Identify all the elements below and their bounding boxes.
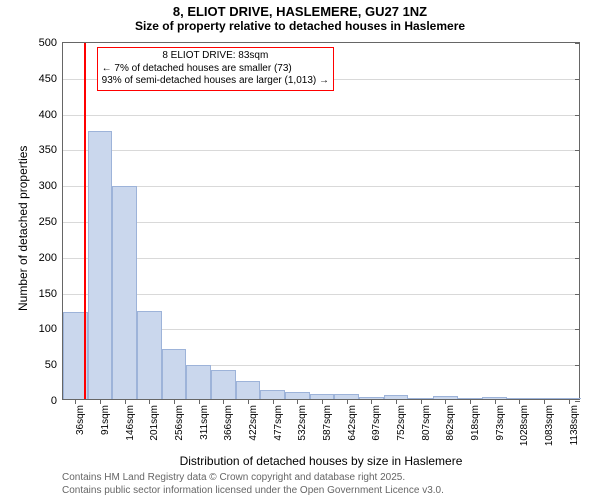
x-tick-label: 201sqm bbox=[149, 405, 160, 441]
x-tick-mark bbox=[125, 399, 126, 404]
y-tick-label: 250 bbox=[39, 216, 63, 228]
gridline bbox=[63, 150, 579, 151]
x-tick-mark bbox=[322, 399, 323, 404]
y-tick-label: 450 bbox=[39, 73, 63, 85]
x-tick-mark bbox=[199, 399, 200, 404]
histogram-bar bbox=[162, 349, 187, 399]
x-tick-label: 477sqm bbox=[273, 405, 284, 441]
y-tick-mark bbox=[575, 43, 580, 44]
x-tick-mark bbox=[273, 399, 274, 404]
y-axis-label: Number of detached properties bbox=[16, 146, 30, 311]
x-tick-mark bbox=[544, 399, 545, 404]
footer-attribution: Contains HM Land Registry data © Crown c… bbox=[62, 472, 444, 497]
histogram-bar bbox=[211, 370, 236, 399]
histogram-bar bbox=[186, 365, 211, 399]
annotation-line: 8 ELIOT DRIVE: 83sqm bbox=[102, 50, 329, 63]
footer-line1: Contains HM Land Registry data © Crown c… bbox=[62, 472, 444, 485]
y-tick-mark bbox=[575, 222, 580, 223]
annotation-box: 8 ELIOT DRIVE: 83sqm← 7% of detached hou… bbox=[97, 47, 334, 91]
x-tick-label: 697sqm bbox=[371, 405, 382, 441]
chart-title-block: 8, ELIOT DRIVE, HASLEMERE, GU27 1NZ Size… bbox=[0, 4, 600, 33]
x-tick-label: 973sqm bbox=[495, 405, 506, 441]
y-tick-mark bbox=[575, 115, 580, 116]
y-tick-label: 50 bbox=[45, 359, 63, 371]
y-tick-mark bbox=[575, 401, 580, 402]
x-tick-mark bbox=[100, 399, 101, 404]
y-tick-mark bbox=[575, 79, 580, 80]
x-tick-mark bbox=[445, 399, 446, 404]
annotation-line: ← 7% of detached houses are smaller (73) bbox=[102, 63, 329, 76]
x-tick-label: 1028sqm bbox=[519, 405, 530, 446]
x-tick-mark bbox=[495, 399, 496, 404]
histogram-bar bbox=[236, 381, 261, 399]
y-tick-mark bbox=[575, 186, 580, 187]
x-tick-mark bbox=[149, 399, 150, 404]
x-tick-label: 862sqm bbox=[445, 405, 456, 441]
chart-title-main: 8, ELIOT DRIVE, HASLEMERE, GU27 1NZ bbox=[0, 4, 600, 19]
x-tick-mark bbox=[75, 399, 76, 404]
y-tick-label: 300 bbox=[39, 180, 63, 192]
histogram-bar bbox=[285, 392, 310, 399]
gridline bbox=[63, 186, 579, 187]
x-tick-label: 1083sqm bbox=[544, 405, 555, 446]
x-tick-label: 146sqm bbox=[125, 405, 136, 441]
x-tick-mark bbox=[223, 399, 224, 404]
gridline bbox=[63, 222, 579, 223]
y-tick-label: 500 bbox=[39, 37, 63, 49]
x-tick-label: 36sqm bbox=[75, 405, 86, 435]
x-axis-label: Distribution of detached houses by size … bbox=[62, 454, 580, 468]
y-tick-label: 0 bbox=[51, 395, 63, 407]
x-tick-label: 642sqm bbox=[347, 405, 358, 441]
gridline bbox=[63, 115, 579, 116]
x-tick-mark bbox=[396, 399, 397, 404]
x-tick-mark bbox=[569, 399, 570, 404]
x-tick-label: 91sqm bbox=[100, 405, 111, 435]
chart-title-sub: Size of property relative to detached ho… bbox=[0, 19, 600, 33]
histogram-bar bbox=[260, 390, 285, 399]
x-tick-mark bbox=[519, 399, 520, 404]
histogram-bar bbox=[137, 311, 162, 399]
x-tick-mark bbox=[297, 399, 298, 404]
y-tick-mark bbox=[575, 294, 580, 295]
y-tick-label: 150 bbox=[39, 288, 63, 300]
x-tick-mark bbox=[248, 399, 249, 404]
histogram-bar bbox=[112, 186, 137, 399]
x-tick-mark bbox=[174, 399, 175, 404]
y-tick-mark bbox=[575, 365, 580, 366]
x-tick-label: 311sqm bbox=[199, 405, 210, 440]
y-tick-label: 350 bbox=[39, 144, 63, 156]
property-marker-line bbox=[84, 43, 86, 399]
x-tick-label: 422sqm bbox=[248, 405, 259, 441]
histogram-bar bbox=[88, 131, 113, 400]
y-tick-mark bbox=[575, 258, 580, 259]
y-tick-label: 400 bbox=[39, 109, 63, 121]
gridline bbox=[63, 258, 579, 259]
x-tick-label: 918sqm bbox=[470, 405, 481, 441]
annotation-line: 93% of semi-detached houses are larger (… bbox=[102, 75, 329, 88]
x-tick-label: 587sqm bbox=[322, 405, 333, 441]
y-tick-label: 100 bbox=[39, 323, 63, 335]
x-tick-label: 366sqm bbox=[223, 405, 234, 441]
y-tick-label: 200 bbox=[39, 252, 63, 264]
x-tick-mark bbox=[421, 399, 422, 404]
plot-area: 05010015020025030035040045050036sqm91sqm… bbox=[62, 42, 580, 400]
x-tick-mark bbox=[347, 399, 348, 404]
y-tick-mark bbox=[575, 150, 580, 151]
x-tick-label: 532sqm bbox=[297, 405, 308, 441]
x-tick-label: 1138sqm bbox=[569, 405, 580, 445]
gridline bbox=[63, 294, 579, 295]
x-tick-label: 807sqm bbox=[421, 405, 432, 441]
footer-line2: Contains public sector information licen… bbox=[62, 485, 444, 498]
x-tick-mark bbox=[371, 399, 372, 404]
x-tick-label: 256sqm bbox=[174, 405, 185, 441]
y-tick-mark bbox=[575, 329, 580, 330]
x-tick-mark bbox=[470, 399, 471, 404]
x-tick-label: 752sqm bbox=[396, 405, 407, 441]
